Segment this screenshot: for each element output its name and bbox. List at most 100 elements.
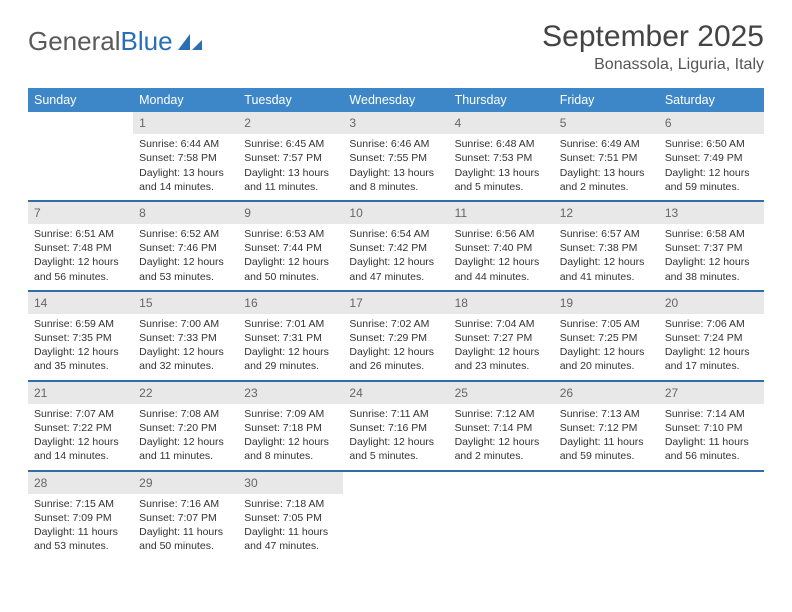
day-number: 24 — [343, 382, 448, 404]
sunrise-text: Sunrise: 7:16 AM — [139, 497, 232, 511]
daylight-text: Daylight: 12 hours and 56 minutes. — [34, 255, 127, 283]
sunset-text: Sunset: 7:42 PM — [349, 241, 442, 255]
daylight-text: Daylight: 13 hours and 14 minutes. — [139, 166, 232, 194]
sunset-text: Sunset: 7:20 PM — [139, 421, 232, 435]
day-body: Sunrise: 7:13 AMSunset: 7:12 PMDaylight:… — [554, 404, 659, 470]
day-header: Tuesday — [238, 88, 343, 112]
day-cell: 10Sunrise: 6:54 AMSunset: 7:42 PMDayligh… — [343, 201, 448, 291]
sunrise-text: Sunrise: 6:49 AM — [560, 137, 653, 151]
sunset-text: Sunset: 7:46 PM — [139, 241, 232, 255]
day-header-row: Sunday Monday Tuesday Wednesday Thursday… — [28, 88, 764, 112]
day-body: Sunrise: 6:45 AMSunset: 7:57 PMDaylight:… — [238, 134, 343, 200]
daylight-text: Daylight: 12 hours and 14 minutes. — [34, 435, 127, 463]
day-body: Sunrise: 6:59 AMSunset: 7:35 PMDaylight:… — [28, 314, 133, 380]
day-cell: 1Sunrise: 6:44 AMSunset: 7:58 PMDaylight… — [133, 112, 238, 201]
sunrise-text: Sunrise: 7:01 AM — [244, 317, 337, 331]
header: GeneralBlue September 2025 Bonassola, Li… — [28, 20, 764, 74]
day-body: Sunrise: 7:06 AMSunset: 7:24 PMDaylight:… — [659, 314, 764, 380]
sunset-text: Sunset: 7:14 PM — [455, 421, 548, 435]
location-subtitle: Bonassola, Liguria, Italy — [542, 56, 764, 74]
day-body: Sunrise: 7:09 AMSunset: 7:18 PMDaylight:… — [238, 404, 343, 470]
week-row: 7Sunrise: 6:51 AMSunset: 7:48 PMDaylight… — [28, 201, 764, 291]
sunrise-text: Sunrise: 7:13 AM — [560, 407, 653, 421]
sunset-text: Sunset: 7:40 PM — [455, 241, 548, 255]
sunset-text: Sunset: 7:10 PM — [665, 421, 758, 435]
sunrise-text: Sunrise: 6:53 AM — [244, 227, 337, 241]
day-cell: 14Sunrise: 6:59 AMSunset: 7:35 PMDayligh… — [28, 291, 133, 381]
day-number: 4 — [449, 112, 554, 134]
day-body: Sunrise: 6:46 AMSunset: 7:55 PMDaylight:… — [343, 134, 448, 200]
day-cell: 22Sunrise: 7:08 AMSunset: 7:20 PMDayligh… — [133, 381, 238, 471]
daylight-text: Daylight: 13 hours and 2 minutes. — [560, 166, 653, 194]
day-cell — [659, 471, 764, 560]
day-number: 1 — [133, 112, 238, 134]
day-number: 9 — [238, 202, 343, 224]
day-body: Sunrise: 6:51 AMSunset: 7:48 PMDaylight:… — [28, 224, 133, 290]
sunrise-text: Sunrise: 7:12 AM — [455, 407, 548, 421]
calendar-page: GeneralBlue September 2025 Bonassola, Li… — [0, 0, 792, 579]
day-number: 11 — [449, 202, 554, 224]
day-body: Sunrise: 6:52 AMSunset: 7:46 PMDaylight:… — [133, 224, 238, 290]
day-number: 20 — [659, 292, 764, 314]
sunrise-text: Sunrise: 7:06 AM — [665, 317, 758, 331]
sunset-text: Sunset: 7:05 PM — [244, 511, 337, 525]
day-body: Sunrise: 7:04 AMSunset: 7:27 PMDaylight:… — [449, 314, 554, 380]
sunrise-text: Sunrise: 7:04 AM — [455, 317, 548, 331]
day-body: Sunrise: 7:15 AMSunset: 7:09 PMDaylight:… — [28, 494, 133, 560]
daylight-text: Daylight: 13 hours and 5 minutes. — [455, 166, 548, 194]
day-cell: 17Sunrise: 7:02 AMSunset: 7:29 PMDayligh… — [343, 291, 448, 381]
day-body: Sunrise: 7:01 AMSunset: 7:31 PMDaylight:… — [238, 314, 343, 380]
sunset-text: Sunset: 7:51 PM — [560, 151, 653, 165]
day-cell — [554, 471, 659, 560]
day-cell: 20Sunrise: 7:06 AMSunset: 7:24 PMDayligh… — [659, 291, 764, 381]
daylight-text: Daylight: 12 hours and 44 minutes. — [455, 255, 548, 283]
day-header: Saturday — [659, 88, 764, 112]
daylight-text: Daylight: 12 hours and 53 minutes. — [139, 255, 232, 283]
day-number: 10 — [343, 202, 448, 224]
sunrise-text: Sunrise: 7:07 AM — [34, 407, 127, 421]
daylight-text: Daylight: 13 hours and 8 minutes. — [349, 166, 442, 194]
daylight-text: Daylight: 12 hours and 20 minutes. — [560, 345, 653, 373]
day-cell: 29Sunrise: 7:16 AMSunset: 7:07 PMDayligh… — [133, 471, 238, 560]
daylight-text: Daylight: 12 hours and 5 minutes. — [349, 435, 442, 463]
day-cell: 27Sunrise: 7:14 AMSunset: 7:10 PMDayligh… — [659, 381, 764, 471]
sunrise-text: Sunrise: 7:05 AM — [560, 317, 653, 331]
day-cell: 5Sunrise: 6:49 AMSunset: 7:51 PMDaylight… — [554, 112, 659, 201]
day-cell: 23Sunrise: 7:09 AMSunset: 7:18 PMDayligh… — [238, 381, 343, 471]
daylight-text: Daylight: 12 hours and 23 minutes. — [455, 345, 548, 373]
sunset-text: Sunset: 7:07 PM — [139, 511, 232, 525]
day-body: Sunrise: 7:11 AMSunset: 7:16 PMDaylight:… — [343, 404, 448, 470]
day-cell — [343, 471, 448, 560]
daylight-text: Daylight: 12 hours and 2 minutes. — [455, 435, 548, 463]
day-number: 28 — [28, 472, 133, 494]
day-body: Sunrise: 7:16 AMSunset: 7:07 PMDaylight:… — [133, 494, 238, 560]
logo: GeneralBlue — [28, 20, 204, 57]
sunset-text: Sunset: 7:57 PM — [244, 151, 337, 165]
sunset-text: Sunset: 7:37 PM — [665, 241, 758, 255]
day-number: 27 — [659, 382, 764, 404]
day-number: 21 — [28, 382, 133, 404]
day-body: Sunrise: 6:57 AMSunset: 7:38 PMDaylight:… — [554, 224, 659, 290]
calendar-body: 1Sunrise: 6:44 AMSunset: 7:58 PMDaylight… — [28, 112, 764, 559]
week-row: 14Sunrise: 6:59 AMSunset: 7:35 PMDayligh… — [28, 291, 764, 381]
day-body: Sunrise: 7:14 AMSunset: 7:10 PMDaylight:… — [659, 404, 764, 470]
day-body: Sunrise: 6:56 AMSunset: 7:40 PMDaylight:… — [449, 224, 554, 290]
day-cell: 25Sunrise: 7:12 AMSunset: 7:14 PMDayligh… — [449, 381, 554, 471]
sunrise-text: Sunrise: 7:15 AM — [34, 497, 127, 511]
day-cell: 12Sunrise: 6:57 AMSunset: 7:38 PMDayligh… — [554, 201, 659, 291]
week-row: 1Sunrise: 6:44 AMSunset: 7:58 PMDaylight… — [28, 112, 764, 201]
title-block: September 2025 Bonassola, Liguria, Italy — [542, 20, 764, 74]
sunset-text: Sunset: 7:38 PM — [560, 241, 653, 255]
sunset-text: Sunset: 7:58 PM — [139, 151, 232, 165]
sunset-text: Sunset: 7:24 PM — [665, 331, 758, 345]
daylight-text: Daylight: 11 hours and 47 minutes. — [244, 525, 337, 553]
day-number: 15 — [133, 292, 238, 314]
day-cell: 19Sunrise: 7:05 AMSunset: 7:25 PMDayligh… — [554, 291, 659, 381]
day-cell: 9Sunrise: 6:53 AMSunset: 7:44 PMDaylight… — [238, 201, 343, 291]
day-body: Sunrise: 7:12 AMSunset: 7:14 PMDaylight:… — [449, 404, 554, 470]
sunrise-text: Sunrise: 7:02 AM — [349, 317, 442, 331]
day-cell: 8Sunrise: 6:52 AMSunset: 7:46 PMDaylight… — [133, 201, 238, 291]
logo-text-2: Blue — [121, 26, 173, 57]
sunset-text: Sunset: 7:55 PM — [349, 151, 442, 165]
daylight-text: Daylight: 11 hours and 53 minutes. — [34, 525, 127, 553]
